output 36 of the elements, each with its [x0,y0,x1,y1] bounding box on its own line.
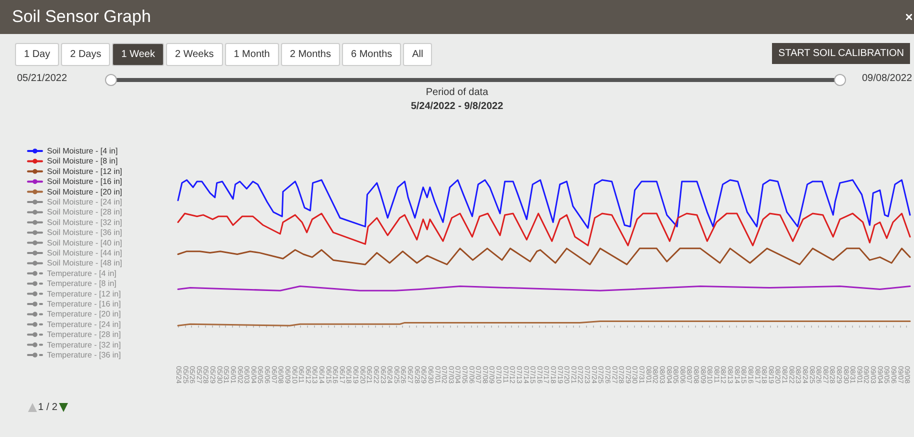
text: 2 Weeks [166,43,223,66]
legend-label: Soil Moisture - [8 in] [47,156,118,166]
legend-label: Temperature - [24 in] [47,320,121,329]
legend-label: Temperature - [16 in] [47,300,121,308]
text: 6 Months [342,43,402,66]
legend-label: Soil Moisture - [4 in] [47,146,118,156]
text: 2 Days [61,43,110,66]
legend-label: Soil Moisture - [48 in] [47,258,122,268]
text: 1 Week [112,43,164,66]
text: 1 / 2 [38,402,58,413]
text: 1 Day [15,43,60,66]
legend-label: Temperature - [36 in] [47,350,121,360]
legend-label: Soil Moisture - [28 in] [47,208,122,217]
legend-label: Soil Moisture - [44 in] [47,248,122,258]
chart-subtitle: Period of data [424,87,490,98]
text: 09/08/2022 [862,73,912,84]
legend-label: Soil Moisture - [16 in] [47,177,122,186]
legend-label: Soil Moisture - [32 in] [47,218,122,227]
text: 05/21/2022 [17,73,68,84]
legend-label: Temperature - [8 in] [47,279,116,288]
legend-label: Temperature - [28 in] [47,330,121,340]
chart-title: Soil Sensor Graph [12,7,151,27]
legend-label: Soil Moisture - [40 in] [47,238,122,248]
legend-label: Soil Moisture - [12 in] [47,166,122,176]
legend-label: Temperature - [32 in] [47,340,121,350]
text: 2 Months [280,43,340,66]
legend-label: Soil Moisture - [24 in] [47,198,122,206]
text: All [403,43,432,66]
legend-label: Soil Moisture - [20 in] [47,187,122,196]
legend-label: Temperature - [4 in] [47,268,116,278]
text: 1 Month [224,43,279,66]
text: 5/24/2022 - 9/8/2022 [410,101,504,112]
legend-label: Temperature - [12 in] [47,289,121,298]
legend-label: Temperature - [20 in] [47,310,121,319]
text: START SOIL CALIBRATION [772,43,910,64]
legend-label: Soil Moisture - [36 in] [47,228,122,238]
